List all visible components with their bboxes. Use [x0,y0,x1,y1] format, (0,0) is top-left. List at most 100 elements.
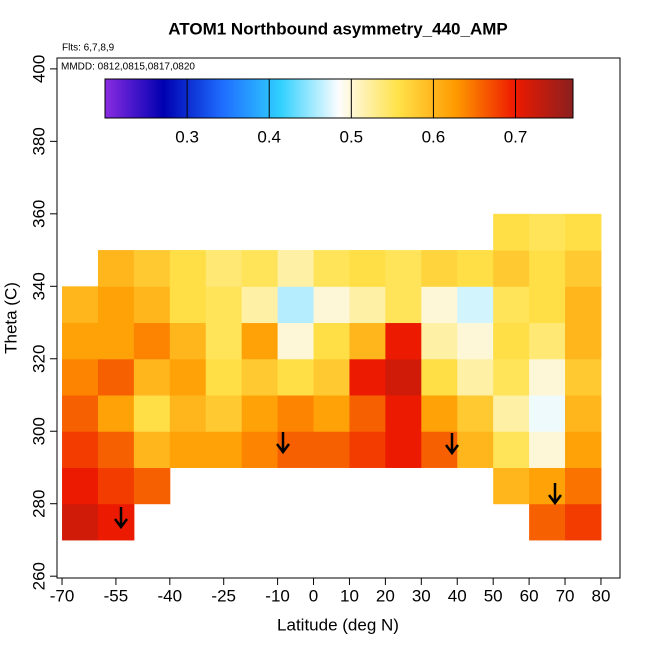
heat-cell [349,395,386,432]
heat-cell [529,431,566,468]
heat-cell [277,395,315,432]
heat-cell [169,250,207,287]
heat-cell [349,358,386,396]
heat-cell [133,467,171,505]
heat-cell [421,250,458,287]
y-tick-label: 280 [29,490,48,518]
heat-cell [529,503,566,541]
heat-cell [349,250,386,287]
x-tick-label: 20 [376,586,395,605]
heat-cell [493,395,530,432]
heat-cell [493,286,530,324]
heat-cell [277,322,315,360]
heat-cell [565,358,602,396]
heat-cell [529,467,566,505]
heat-cell [133,395,171,432]
x-tick-label: -10 [265,586,290,605]
heat-cell [62,286,99,324]
heat-cell [457,431,494,468]
heat-cell [313,395,350,432]
heat-cell [529,213,566,251]
heat-cell [457,286,494,324]
annotation: MMDD: 0812,0815,0817,0820 [61,62,195,73]
x-tick-label: -40 [158,586,183,605]
heat-cell [205,358,243,396]
heat-cell [493,322,530,360]
y-axis-title: Theta (C) [1,282,20,354]
heat-cell [385,431,422,468]
heat-cell [169,322,207,360]
heat-cell [97,286,135,324]
x-tick-label: 80 [591,586,610,605]
heat-cell [565,250,602,287]
heat-cell [529,250,566,287]
heat-cell [565,467,602,505]
heat-cell [493,467,530,505]
heat-cell [565,503,602,541]
heat-cell [277,358,315,396]
heat-cell [133,322,171,360]
heat-cell [169,431,207,468]
heat-cell [349,322,386,360]
flight-arrows [114,432,562,530]
heat-cell [313,286,350,324]
x-tick-label: 0 [309,586,318,605]
heat-cell [97,467,135,505]
heat-cell [169,395,207,432]
heat-cell [421,322,458,360]
heat-cell [421,395,458,432]
heat-cell [565,213,602,251]
heat-cell [313,431,350,468]
heat-cell [205,322,243,360]
heat-cell [133,250,171,287]
heat-cell [97,250,135,287]
heat-cell [205,395,243,432]
heat-cell [97,395,135,432]
heat-cell [565,322,602,360]
colorbar-tick-label: 0.5 [339,127,363,146]
colorbar-tick-label: 0.6 [422,127,446,146]
heat-cell [277,250,315,287]
heat-cell [457,322,494,360]
heat-cell [493,431,530,468]
heat-cell [241,431,279,468]
x-tick-label: 10 [340,586,359,605]
y-tick-label: 380 [29,127,48,155]
colorbar-tick-label: 0.3 [175,127,199,146]
colorbar [104,78,574,119]
heat-cell [62,395,99,432]
subtitle: Flts: 6,7,8,9 [62,43,115,54]
heatmap [62,213,602,541]
colorbar-tick-label: 0.7 [504,127,528,146]
y-tick-label: 300 [29,417,48,445]
heat-cell [169,286,207,324]
heat-cell [385,250,422,287]
x-tick-label: 50 [484,586,503,605]
heat-cell [62,503,99,541]
x-tick-label: 30 [412,586,431,605]
y-tick-label: 360 [29,200,48,228]
heat-cell [529,322,566,360]
x-tick-label: -70 [50,586,75,605]
heat-cell [241,286,279,324]
x-tick-label: 60 [520,586,539,605]
heat-cell [205,431,243,468]
plot-frame [56,57,621,579]
heat-cell [241,322,279,360]
heat-cell [385,322,422,360]
x-tick-label: -25 [211,586,236,605]
heat-cell [349,286,386,324]
heat-cell [385,358,422,396]
heat-cell [62,431,99,468]
heat-cell [241,358,279,396]
heat-cell [205,286,243,324]
heat-cell [529,286,566,324]
heat-cell [421,286,458,324]
heat-cell [493,358,530,396]
heat-cell [62,467,99,505]
heat-cell [62,322,99,360]
heat-cell [169,358,207,396]
heat-cell [421,358,458,396]
